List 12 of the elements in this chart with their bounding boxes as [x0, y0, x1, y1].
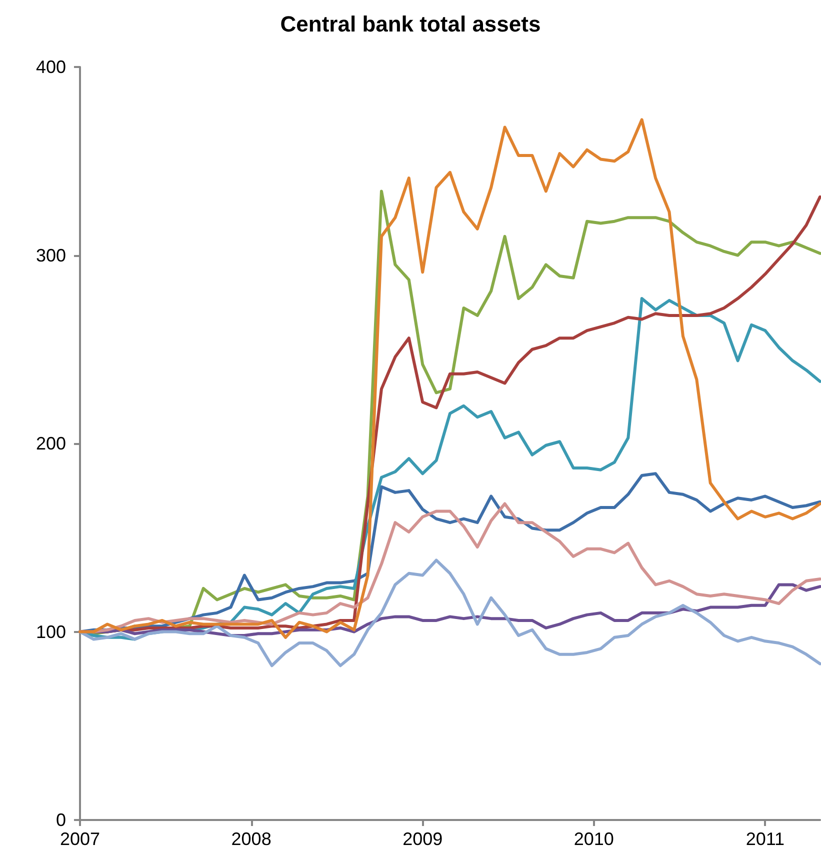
y-tick-label: 400 — [36, 57, 66, 77]
y-tick-label: 0 — [56, 810, 66, 830]
x-tick-label: 2007 — [60, 829, 100, 849]
y-tick-label: 100 — [36, 622, 66, 642]
line-series — [78, 558, 821, 668]
x-tick-label: 2009 — [402, 829, 443, 849]
x-tick-label: 2011 — [746, 829, 785, 849]
y-tick-label: 300 — [36, 245, 66, 266]
x-tick-label: 2010 — [574, 829, 614, 849]
x-tick-label: 2008 — [231, 829, 272, 849]
y-tick-label: 200 — [36, 434, 66, 454]
chart-title: Central bank total assets — [280, 12, 541, 36]
